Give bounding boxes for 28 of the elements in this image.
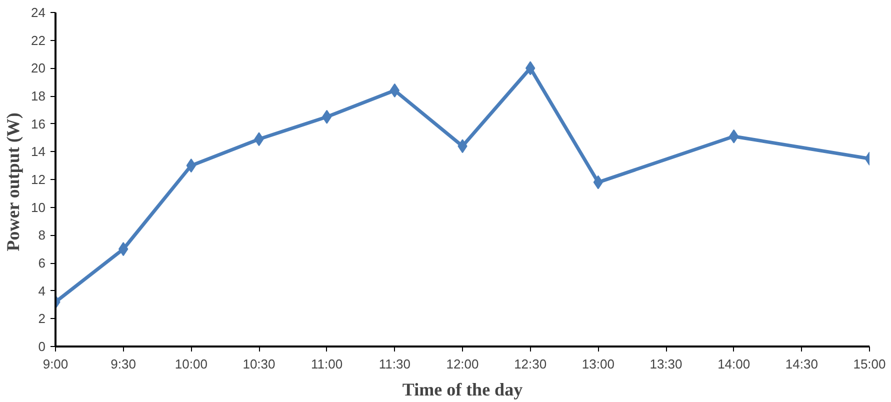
y-tick-label: 12 bbox=[31, 172, 46, 187]
x-tick-label: 12:00 bbox=[446, 356, 479, 372]
x-axis-title: Time of the day bbox=[402, 380, 523, 400]
x-tick-label: 12:30 bbox=[514, 356, 547, 372]
x-tick-label: 9:00 bbox=[42, 356, 68, 372]
y-tick-label: 16 bbox=[31, 116, 46, 132]
y-tick-label: 14 bbox=[31, 144, 46, 160]
y-tick-label: 0 bbox=[38, 339, 46, 354]
y-tick-label: 10 bbox=[31, 200, 46, 215]
y-tick-label: 4 bbox=[38, 283, 46, 298]
x-tick-label: 14:00 bbox=[718, 356, 750, 372]
x-tick-label: 14:30 bbox=[785, 356, 818, 372]
y-tick-label: 2 bbox=[38, 311, 46, 326]
y-tick-label: 6 bbox=[38, 256, 46, 270]
x-tick-label: 10:00 bbox=[174, 356, 208, 372]
x-tick-label: 11:00 bbox=[311, 356, 343, 372]
y-axis-title: Power output (W) bbox=[3, 112, 24, 252]
x-tick-label: 11:30 bbox=[378, 356, 410, 372]
x-tick-label: 15:00 bbox=[853, 356, 886, 372]
y-tick-label: 22 bbox=[31, 32, 46, 48]
y-tick-label: 24 bbox=[31, 5, 46, 20]
y-tick-label: 20 bbox=[31, 60, 46, 76]
y-tick-label: 18 bbox=[31, 88, 46, 104]
x-tick-label: 10:30 bbox=[242, 356, 276, 372]
y-tick-label: 8 bbox=[38, 228, 46, 243]
x-tick-label: 9:30 bbox=[110, 356, 136, 372]
x-tick-label: 13:00 bbox=[582, 356, 614, 372]
x-tick-label: 13:30 bbox=[650, 356, 682, 372]
